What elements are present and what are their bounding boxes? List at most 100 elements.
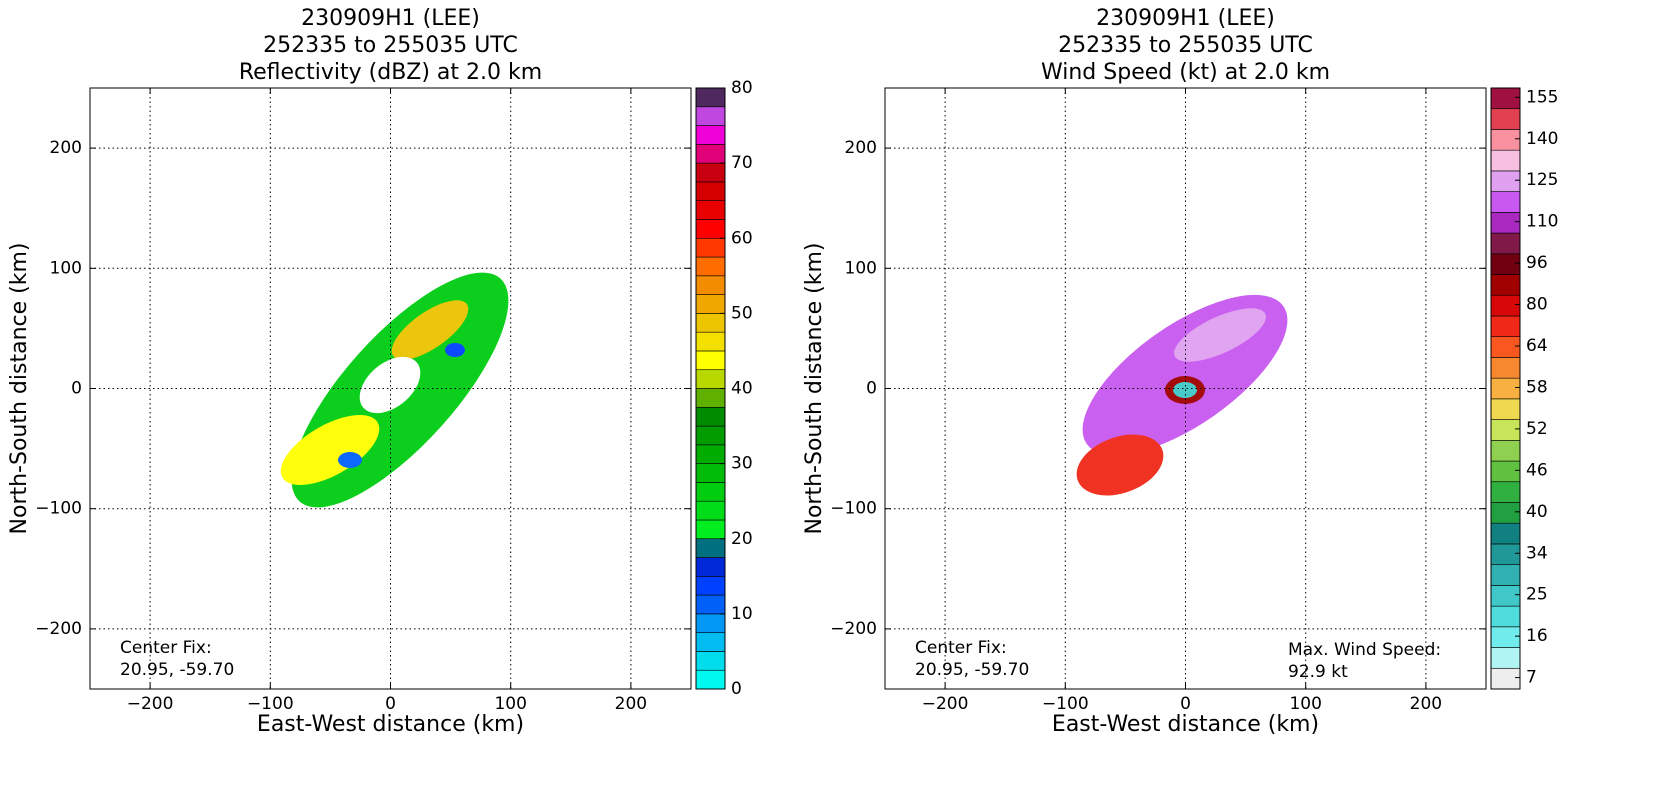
colorbar-bin [695, 256, 726, 277]
colorbar-bin [695, 557, 726, 577]
y-tick-label: −100 [830, 499, 877, 519]
annotation: 20.95, -59.70 [120, 660, 234, 680]
colorbar-bin [1490, 87, 1521, 110]
chart-title: 230909H1 (LEE) [1096, 6, 1275, 31]
colorbar-bin [695, 219, 726, 239]
colorbar-bin [1490, 481, 1521, 503]
colorbar-bin [695, 106, 726, 126]
y-tick-label: 100 [50, 258, 82, 278]
colorbar-bin [695, 500, 726, 521]
y-axis-label: North-South distance (km) [802, 243, 827, 535]
colorbar-bin [1490, 626, 1521, 648]
colorbar-bin [1490, 647, 1521, 669]
colorbar-bin [695, 482, 726, 502]
plot-frame [89, 87, 692, 690]
x-axis-label: East-West distance (km) [1052, 712, 1319, 737]
colorbar-bin [1490, 585, 1521, 607]
colorbar-tick-label: 40 [731, 379, 753, 399]
colorbar-tick-label: 34 [1526, 543, 1548, 563]
colorbar-bin [695, 651, 726, 671]
annotation: Max. Wind Speed: [1288, 640, 1441, 660]
y-tick-label: 100 [845, 258, 877, 278]
colorbar-bin [695, 369, 726, 389]
colorbar-bin [1490, 294, 1521, 317]
colorbar-bin [695, 237, 726, 258]
colorbar-bin [1490, 336, 1521, 358]
chart-title: 252335 to 255035 UTC [263, 33, 518, 58]
annotation: 92.9 kt [1288, 662, 1348, 682]
x-axis-label: East-West distance (km) [257, 712, 524, 737]
colorbar-tick-label: 80 [1526, 295, 1548, 315]
colorbar-tick-label: 50 [731, 303, 753, 323]
y-tick-label: 0 [71, 379, 82, 399]
x-tick-label: −200 [922, 694, 969, 714]
colorbar-tick-label: 125 [1526, 170, 1558, 190]
colorbar-bin [695, 200, 726, 220]
annotation: 20.95, -59.70 [915, 660, 1029, 680]
colorbar-bin [1490, 315, 1521, 337]
x-tick-label: 100 [1289, 694, 1321, 714]
colorbar-tick-label: 60 [731, 228, 753, 248]
colorbar-bin [695, 331, 726, 352]
x-tick-label: 0 [385, 694, 396, 714]
colorbar-tick-label: 40 [1526, 502, 1548, 522]
x-tick-label: −100 [247, 694, 294, 714]
colorbar-bin [1490, 129, 1521, 151]
y-tick-label: 0 [866, 379, 877, 399]
colorbar-tick-label: 46 [1526, 460, 1548, 480]
colorbar-bin [695, 576, 726, 596]
colorbar-bin [1490, 108, 1521, 130]
colorbar-tick-label: 7 [1526, 668, 1537, 688]
colorbar-bin [1490, 522, 1521, 545]
colorbar-bin [695, 613, 726, 633]
colorbar-tick-label: 70 [731, 153, 753, 173]
colorbar-bin [695, 669, 726, 690]
colorbar-bin [695, 125, 726, 145]
colorbar-bin [695, 87, 726, 108]
y-tick-label: −200 [830, 619, 877, 639]
plot-frame [884, 87, 1487, 690]
chart-title: 252335 to 255035 UTC [1058, 33, 1313, 58]
colorbar-tick-label: 16 [1526, 626, 1548, 646]
x-tick-label: 0 [1180, 694, 1191, 714]
reflectivity-field [280, 272, 509, 508]
colorbar-bin [1490, 667, 1521, 690]
colorbar-bin [1490, 274, 1521, 296]
x-tick-label: 100 [494, 694, 526, 714]
colorbar-bin [1490, 419, 1521, 441]
colorbar-tick-label: 96 [1526, 253, 1548, 273]
colorbar-bin [695, 388, 726, 408]
annotation: Center Fix: [915, 638, 1007, 658]
colorbar-bin [695, 594, 726, 615]
colorbar-bin [1490, 232, 1521, 255]
y-tick-label: −200 [35, 619, 82, 639]
colorbar-bin [695, 444, 726, 464]
colorbar-bin [695, 294, 726, 314]
colorbar-bin [1490, 605, 1521, 628]
chart-title: Reflectivity (dBZ) at 2.0 km [239, 60, 542, 85]
colorbar-bin [695, 519, 726, 540]
chart-title: Wind Speed (kt) at 2.0 km [1041, 60, 1330, 85]
colorbar-bin [695, 538, 726, 558]
colorbar-tick-label: 52 [1526, 419, 1548, 439]
annotation: Center Fix: [120, 638, 212, 658]
colorbar-tick-label: 10 [731, 604, 753, 624]
colorbar-tick-label: 110 [1526, 212, 1558, 232]
colorbar-bin [1490, 377, 1521, 400]
x-tick-label: 200 [615, 694, 647, 714]
colorbar-bin [695, 181, 726, 201]
colorbar-bin [1490, 440, 1521, 462]
y-tick-label: 200 [50, 138, 82, 158]
colorbar-bin [1490, 564, 1521, 586]
colorbar-bin [1490, 191, 1521, 213]
colorbar-tick-label: 30 [731, 454, 753, 474]
chart-title: 230909H1 (LEE) [301, 6, 480, 31]
colorbar-bin [695, 406, 726, 427]
colorbar-bin [695, 350, 726, 371]
colorbar-tick-label: 80 [731, 78, 753, 98]
colorbar-bin [695, 275, 726, 295]
colorbar-bin [1490, 502, 1521, 524]
colorbar-bin [1490, 543, 1521, 565]
colorbar-frame [1490, 87, 1521, 690]
